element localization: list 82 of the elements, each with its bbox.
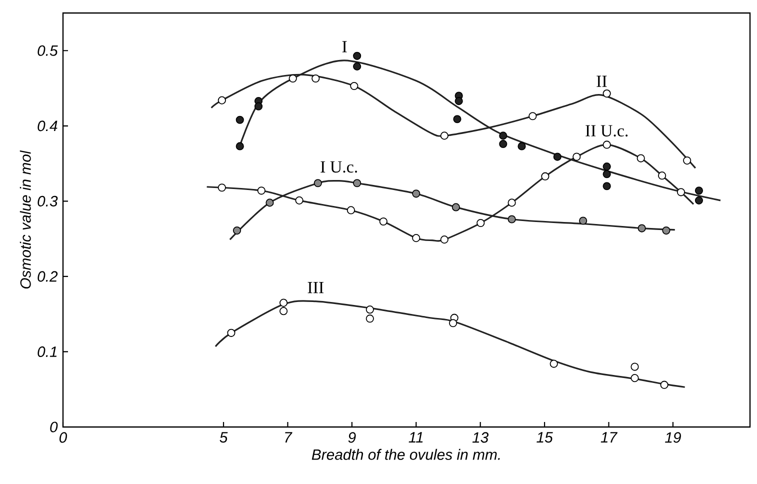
point [379, 217, 388, 226]
x-tick-label: 7 [285, 432, 292, 442]
series-label: I U.c. [320, 161, 358, 173]
point [353, 179, 362, 188]
point [440, 236, 448, 244]
point [602, 170, 611, 178]
point [453, 115, 462, 124]
point [579, 216, 588, 225]
point [541, 172, 550, 180]
point [254, 102, 263, 110]
point [218, 96, 226, 104]
point [662, 226, 670, 235]
x-tick-label: 5 [220, 432, 228, 443]
point [636, 154, 645, 162]
point [412, 234, 420, 242]
point [280, 298, 288, 307]
point [602, 89, 611, 98]
x-tick-label: 9 [348, 432, 356, 443]
point [353, 52, 362, 60]
point [676, 188, 686, 196]
point [280, 307, 288, 316]
point [366, 306, 374, 314]
point [452, 203, 460, 212]
point [288, 74, 297, 83]
y-tick-label: 0.4 [38, 120, 58, 132]
y-axis-title: Osmotic value in mol [20, 150, 31, 289]
point [227, 328, 236, 337]
point [550, 360, 558, 368]
y-tick-label: 0.1 [38, 346, 57, 358]
point [449, 319, 458, 328]
point [694, 196, 704, 204]
point [232, 226, 242, 235]
point [602, 140, 611, 149]
point [412, 190, 420, 198]
point [630, 374, 639, 382]
point [236, 142, 244, 150]
point [350, 82, 358, 90]
point [508, 198, 516, 207]
point [257, 186, 266, 195]
line-series [214, 300, 686, 388]
point [366, 314, 374, 323]
point [440, 132, 448, 140]
x-tick-label: 17 [600, 432, 618, 442]
point [353, 62, 362, 70]
point [683, 156, 692, 165]
point [518, 142, 526, 150]
point [528, 112, 537, 120]
point [602, 182, 611, 190]
series-label: III [308, 282, 324, 294]
x-tick-label: 0 [60, 432, 68, 443]
x-tick-label: 19 [665, 432, 681, 443]
point [314, 179, 322, 188]
x-tick-label: 13 [472, 432, 489, 443]
point [508, 215, 516, 224]
point [454, 97, 463, 106]
point [312, 74, 320, 83]
point [476, 218, 485, 228]
point [660, 380, 668, 389]
series-label: II U.c. [586, 125, 628, 137]
point [266, 198, 274, 207]
y-tick-label: 0.2 [38, 271, 58, 282]
x-tick-label: 11 [408, 432, 423, 442]
point [553, 152, 562, 161]
point [499, 132, 508, 140]
point [236, 116, 244, 124]
series-label: I [342, 41, 347, 52]
point [295, 196, 304, 204]
point [499, 140, 508, 148]
point [630, 362, 639, 371]
point [658, 172, 666, 180]
y-tick-label: 0 [50, 422, 58, 432]
x-tick-label: 15 [536, 432, 553, 443]
y-tick-label: 0.5 [38, 45, 58, 56]
point [638, 224, 646, 232]
x-axis-title: Breadth of the ovules in mm. [312, 448, 500, 460]
y-tick-label: 0.3 [38, 196, 58, 206]
series-label: II [596, 76, 607, 87]
point [602, 162, 611, 171]
point [346, 206, 356, 214]
point [694, 186, 704, 195]
point [218, 184, 226, 192]
point [572, 152, 581, 161]
